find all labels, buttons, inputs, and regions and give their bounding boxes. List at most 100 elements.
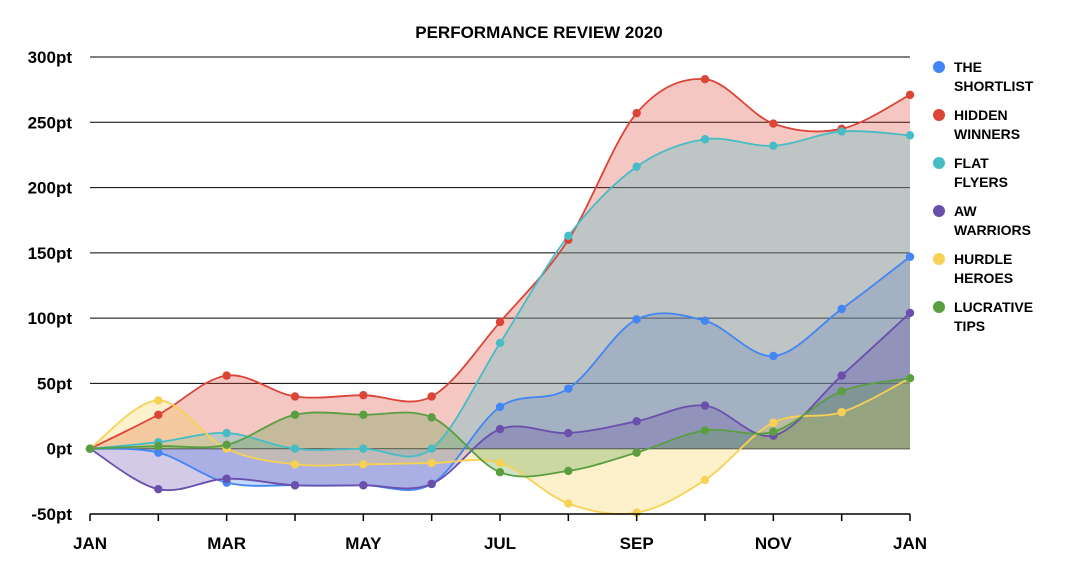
series-area [90, 312, 910, 491]
legend-label: LUCRATIVE [954, 299, 1033, 315]
legend-label: FLAT [954, 155, 989, 171]
data-point[interactable] [427, 479, 436, 489]
series-area [90, 378, 910, 515]
x-tick-label: JAN [73, 534, 107, 553]
data-point[interactable] [905, 252, 915, 261]
y-tick-label: 0pt [47, 440, 73, 459]
data-point[interactable] [154, 448, 163, 457]
data-point[interactable] [905, 374, 915, 383]
data-point[interactable] [700, 401, 710, 410]
data-point[interactable] [495, 424, 505, 434]
data-point[interactable] [700, 475, 710, 485]
y-tick-label: 200pt [28, 179, 73, 198]
data-point[interactable] [700, 426, 710, 435]
data-point[interactable] [359, 481, 368, 490]
data-point[interactable] [222, 474, 231, 483]
data-point[interactable] [222, 440, 231, 449]
data-point[interactable] [290, 392, 300, 401]
data-point[interactable] [564, 384, 573, 393]
data-point[interactable] [632, 417, 641, 426]
data-point[interactable] [905, 131, 915, 140]
legend-marker [933, 253, 945, 265]
data-point[interactable] [769, 119, 778, 128]
legend-marker [933, 109, 945, 121]
data-point[interactable] [564, 231, 573, 241]
data-point[interactable] [359, 444, 368, 453]
legend-item[interactable]: FLAT FLYERS [933, 155, 1008, 190]
data-point[interactable] [632, 162, 641, 171]
data-point[interactable] [359, 390, 368, 400]
data-point[interactable] [85, 444, 95, 453]
data-point[interactable] [632, 315, 641, 324]
data-point[interactable] [905, 308, 915, 318]
data-point[interactable] [632, 508, 641, 517]
data-point[interactable] [290, 444, 300, 453]
data-point[interactable] [427, 413, 436, 422]
x-tick-label: JUL [484, 534, 516, 553]
series-points [85, 74, 915, 517]
x-axis-tick-labels: JAN MAR MAY JUL SEP NOV JAN [73, 534, 927, 553]
data-point[interactable] [769, 351, 778, 361]
legend-item[interactable]: HURDLE HEROES [933, 251, 1013, 286]
data-point[interactable] [769, 427, 778, 436]
legend-label: AW [954, 203, 977, 219]
data-point[interactable] [427, 444, 436, 453]
legend-label: WARRIORS [954, 222, 1031, 238]
y-tick-label: -50pt [31, 505, 72, 524]
legend-item[interactable]: HIDDEN WINNERS [933, 107, 1020, 142]
data-point[interactable] [837, 304, 846, 314]
data-point[interactable] [769, 418, 778, 427]
legend-item[interactable]: AW WARRIORS [933, 203, 1031, 238]
data-point[interactable] [222, 428, 231, 438]
data-point[interactable] [564, 466, 573, 476]
y-tick-label: 100pt [28, 309, 73, 328]
data-point[interactable] [700, 316, 710, 325]
data-point[interactable] [495, 402, 505, 412]
legend-item[interactable]: LUCRATIVE TIPS [933, 299, 1033, 334]
y-tick-label: 50pt [37, 374, 72, 393]
data-point[interactable] [290, 481, 300, 490]
data-point[interactable] [154, 484, 163, 494]
x-tick-label: JAN [893, 534, 927, 553]
data-point[interactable] [632, 448, 641, 457]
legend-label: HEROES [954, 270, 1013, 286]
data-point[interactable] [222, 371, 231, 380]
data-point[interactable] [359, 460, 368, 469]
data-point[interactable] [495, 317, 505, 327]
data-point[interactable] [837, 127, 846, 136]
data-point[interactable] [427, 392, 436, 401]
data-point[interactable] [154, 410, 163, 419]
legend-marker [933, 301, 945, 313]
data-point[interactable] [632, 108, 641, 118]
legend-label: WINNERS [954, 126, 1020, 142]
data-point[interactable] [359, 410, 368, 419]
legend-marker [933, 157, 945, 169]
data-point[interactable] [564, 428, 573, 438]
data-point[interactable] [769, 141, 778, 150]
data-point[interactable] [905, 90, 915, 100]
y-tick-label: 250pt [28, 113, 73, 132]
data-point[interactable] [837, 407, 846, 417]
data-point[interactable] [427, 458, 436, 468]
y-tick-label: 300pt [28, 48, 73, 67]
legend-marker [933, 61, 945, 73]
data-point[interactable] [700, 135, 710, 144]
data-point[interactable] [154, 441, 163, 451]
axes [89, 513, 911, 521]
x-tick-label: NOV [755, 534, 793, 553]
legend-label: SHORTLIST [954, 78, 1034, 94]
data-point[interactable] [154, 396, 163, 405]
data-point[interactable] [495, 468, 505, 477]
x-tick-label: SEP [620, 534, 654, 553]
data-point[interactable] [837, 371, 846, 380]
data-point[interactable] [290, 460, 300, 469]
data-point[interactable] [700, 74, 710, 84]
data-point[interactable] [495, 338, 505, 348]
legend-item[interactable]: THE SHORTLIST [933, 59, 1034, 94]
data-point[interactable] [837, 387, 846, 396]
data-point[interactable] [290, 410, 300, 419]
legend-label: TIPS [954, 318, 985, 334]
data-point[interactable] [495, 458, 505, 468]
data-point[interactable] [564, 499, 573, 508]
